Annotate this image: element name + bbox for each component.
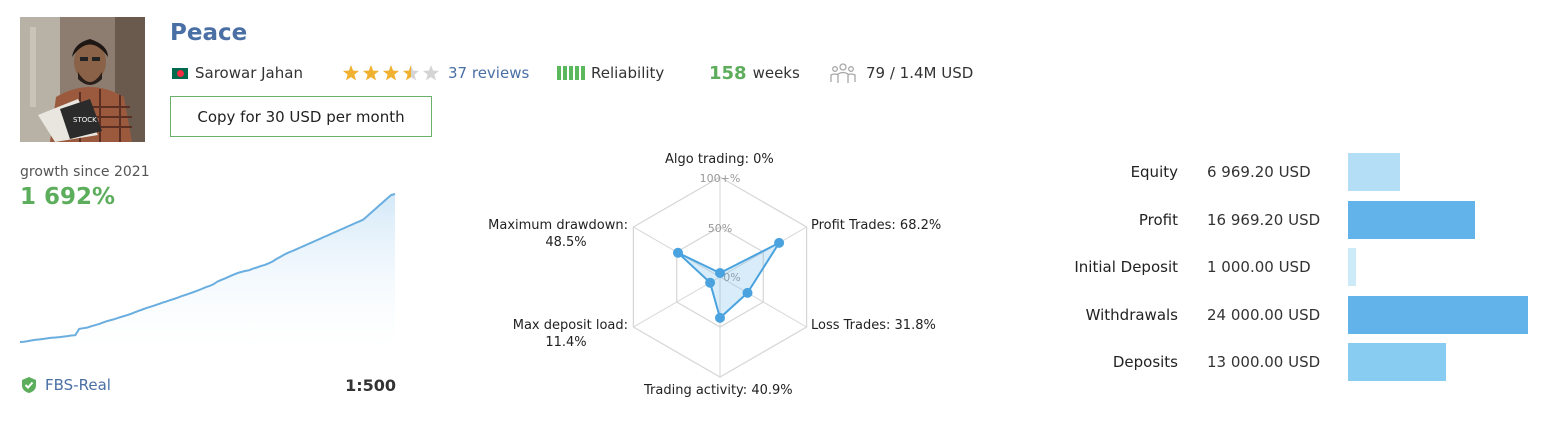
radar-point-maximum-drawdown[interactable] <box>673 247 683 258</box>
drawdown-value: 48.5% <box>545 235 587 250</box>
growth-area <box>20 194 395 350</box>
rating-stars <box>342 64 440 82</box>
broker-info[interactable]: FBS-Real <box>20 376 111 394</box>
balance-value-initial-deposit: 1 000.00 USD <box>1207 258 1311 276</box>
page-title[interactable]: Peace <box>170 20 248 46</box>
radar-axis <box>633 276 721 328</box>
balance-label-initial-deposit: Initial Deposit <box>1074 258 1178 276</box>
reliability-bars-icon <box>557 66 585 80</box>
subscribers-value: 79 / 1.4M USD <box>866 64 974 82</box>
radar-label-drawdown: Maximum drawdown: 48.5% <box>480 217 628 251</box>
balance-label-equity: Equity <box>1130 163 1178 181</box>
balance-value-withdrawals: 24 000.00 USD <box>1207 305 1321 324</box>
balance-bar-equity[interactable] <box>1348 153 1400 191</box>
shield-check-icon <box>22 377 36 393</box>
deposit-load-title: Max deposit load: <box>512 318 628 333</box>
radar-scale-mid: 50% <box>708 222 732 235</box>
balance-bar-initial-deposit[interactable] <box>1348 248 1356 286</box>
author-info[interactable]: Sarowar Jahan <box>172 62 303 84</box>
radar-scale-max: 100+% <box>700 172 741 185</box>
reliability-label: Reliability <box>591 64 665 82</box>
broker-name[interactable]: FBS-Real <box>45 376 111 394</box>
radar-point-algo-trading[interactable] <box>715 268 725 278</box>
radar-area <box>677 240 782 320</box>
reviews-link[interactable]: 37 reviews <box>448 64 530 82</box>
balance-value-profit: 16 969.20 USD <box>1207 210 1321 229</box>
radar-axis <box>719 276 807 328</box>
leverage-value: 1:500 <box>345 376 396 395</box>
balance-bar-profit[interactable] <box>1348 200 1475 239</box>
balance-bar-deposits[interactable] <box>1348 343 1446 381</box>
flag-bangladesh-icon <box>172 67 188 79</box>
star-icon <box>382 65 400 81</box>
radar-label-profit: Profit Trades: 68.2% <box>811 218 942 233</box>
balance-value-equity: 6 969.20 USD <box>1207 163 1311 181</box>
radar-label-deposit-load: Max deposit load: 11.4% <box>480 317 628 351</box>
star-icon <box>342 65 360 81</box>
balance-label-profit: Profit <box>1138 210 1178 229</box>
rating-block[interactable]: 37 reviews <box>342 62 529 84</box>
author-name[interactable]: Sarowar Jahan <box>195 64 303 82</box>
growth-chart[interactable] <box>20 190 396 350</box>
growth-value: 1 692% <box>20 184 116 210</box>
growth-line <box>20 193 396 343</box>
deposit-load-value: 11.4% <box>545 335 587 350</box>
radar-scale-zero: 0% <box>723 271 740 284</box>
radar-label-algo: Algo trading: 0% <box>665 152 774 167</box>
subscribers-icon <box>830 63 856 83</box>
radar-point-max-deposit-load[interactable] <box>705 277 716 288</box>
radar-label-loss: Loss Trades: 31.8% <box>811 318 936 333</box>
svg-text:STOCK: STOCK <box>73 116 97 124</box>
copy-subscribe-button[interactable]: Copy for 30 USD per month <box>170 96 432 137</box>
reliability-block[interactable]: Reliability <box>557 62 664 84</box>
weeks-block: 158 weeks <box>709 62 800 84</box>
radar-chart[interactable]: 100+% 50% 0% <box>620 160 820 390</box>
growth-label: growth since 2021 <box>20 164 150 180</box>
avatar: STOCK <box>20 17 145 142</box>
weeks-value: 158 <box>709 62 747 84</box>
star-icon <box>402 65 420 81</box>
star-icon <box>422 65 440 81</box>
weeks-unit: weeks <box>752 64 800 82</box>
radar-point-trading-activity[interactable] <box>715 312 725 323</box>
radar-point-profit-trades[interactable] <box>774 237 785 248</box>
star-icon <box>362 65 380 81</box>
balance-bar-withdrawals[interactable] <box>1348 295 1528 334</box>
balance-label-deposits: Deposits <box>1112 353 1178 371</box>
radar-point-loss-trades[interactable] <box>742 287 753 298</box>
drawdown-title: Maximum drawdown: <box>488 218 628 233</box>
radar-label-activity: Trading activity: 40.9% <box>644 383 793 398</box>
subscribers-block: 79 / 1.4M USD <box>830 62 973 84</box>
balance-label-withdrawals: Withdrawals <box>1085 305 1178 324</box>
star-icon <box>342 65 440 81</box>
balance-value-deposits: 13 000.00 USD <box>1207 353 1321 371</box>
